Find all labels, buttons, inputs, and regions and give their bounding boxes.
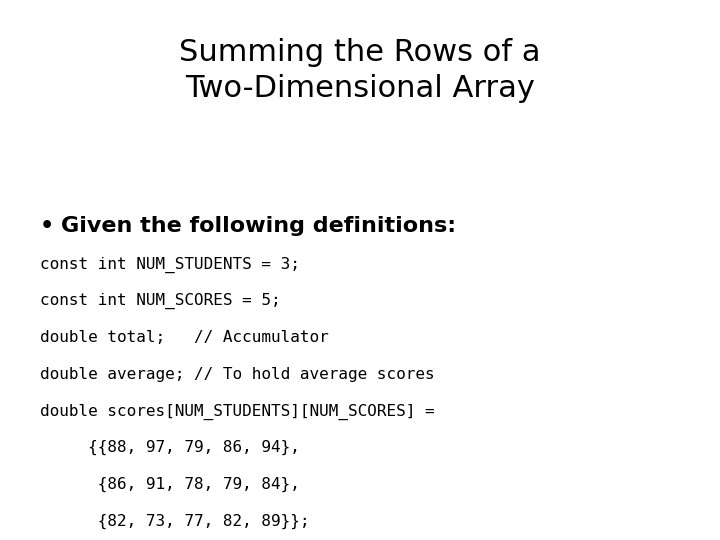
Text: Given the following definitions:: Given the following definitions: xyxy=(61,216,456,236)
Text: double average; // To hold average scores: double average; // To hold average score… xyxy=(40,367,434,382)
Text: •: • xyxy=(40,216,54,236)
Text: {{88, 97, 79, 86, 94},: {{88, 97, 79, 86, 94}, xyxy=(40,440,300,455)
Text: Summing the Rows of a
Two-Dimensional Array: Summing the Rows of a Two-Dimensional Ar… xyxy=(179,38,541,103)
Text: double scores[NUM_STUDENTS][NUM_SCORES] =: double scores[NUM_STUDENTS][NUM_SCORES] … xyxy=(40,403,434,420)
Text: const int NUM_SCORES = 5;: const int NUM_SCORES = 5; xyxy=(40,293,280,309)
Text: double total;   // Accumulator: double total; // Accumulator xyxy=(40,330,328,345)
Text: {86, 91, 78, 79, 84},: {86, 91, 78, 79, 84}, xyxy=(40,477,300,492)
Text: const int NUM_STUDENTS = 3;: const int NUM_STUDENTS = 3; xyxy=(40,256,300,273)
Text: {82, 73, 77, 82, 89}};: {82, 73, 77, 82, 89}}; xyxy=(40,514,309,529)
